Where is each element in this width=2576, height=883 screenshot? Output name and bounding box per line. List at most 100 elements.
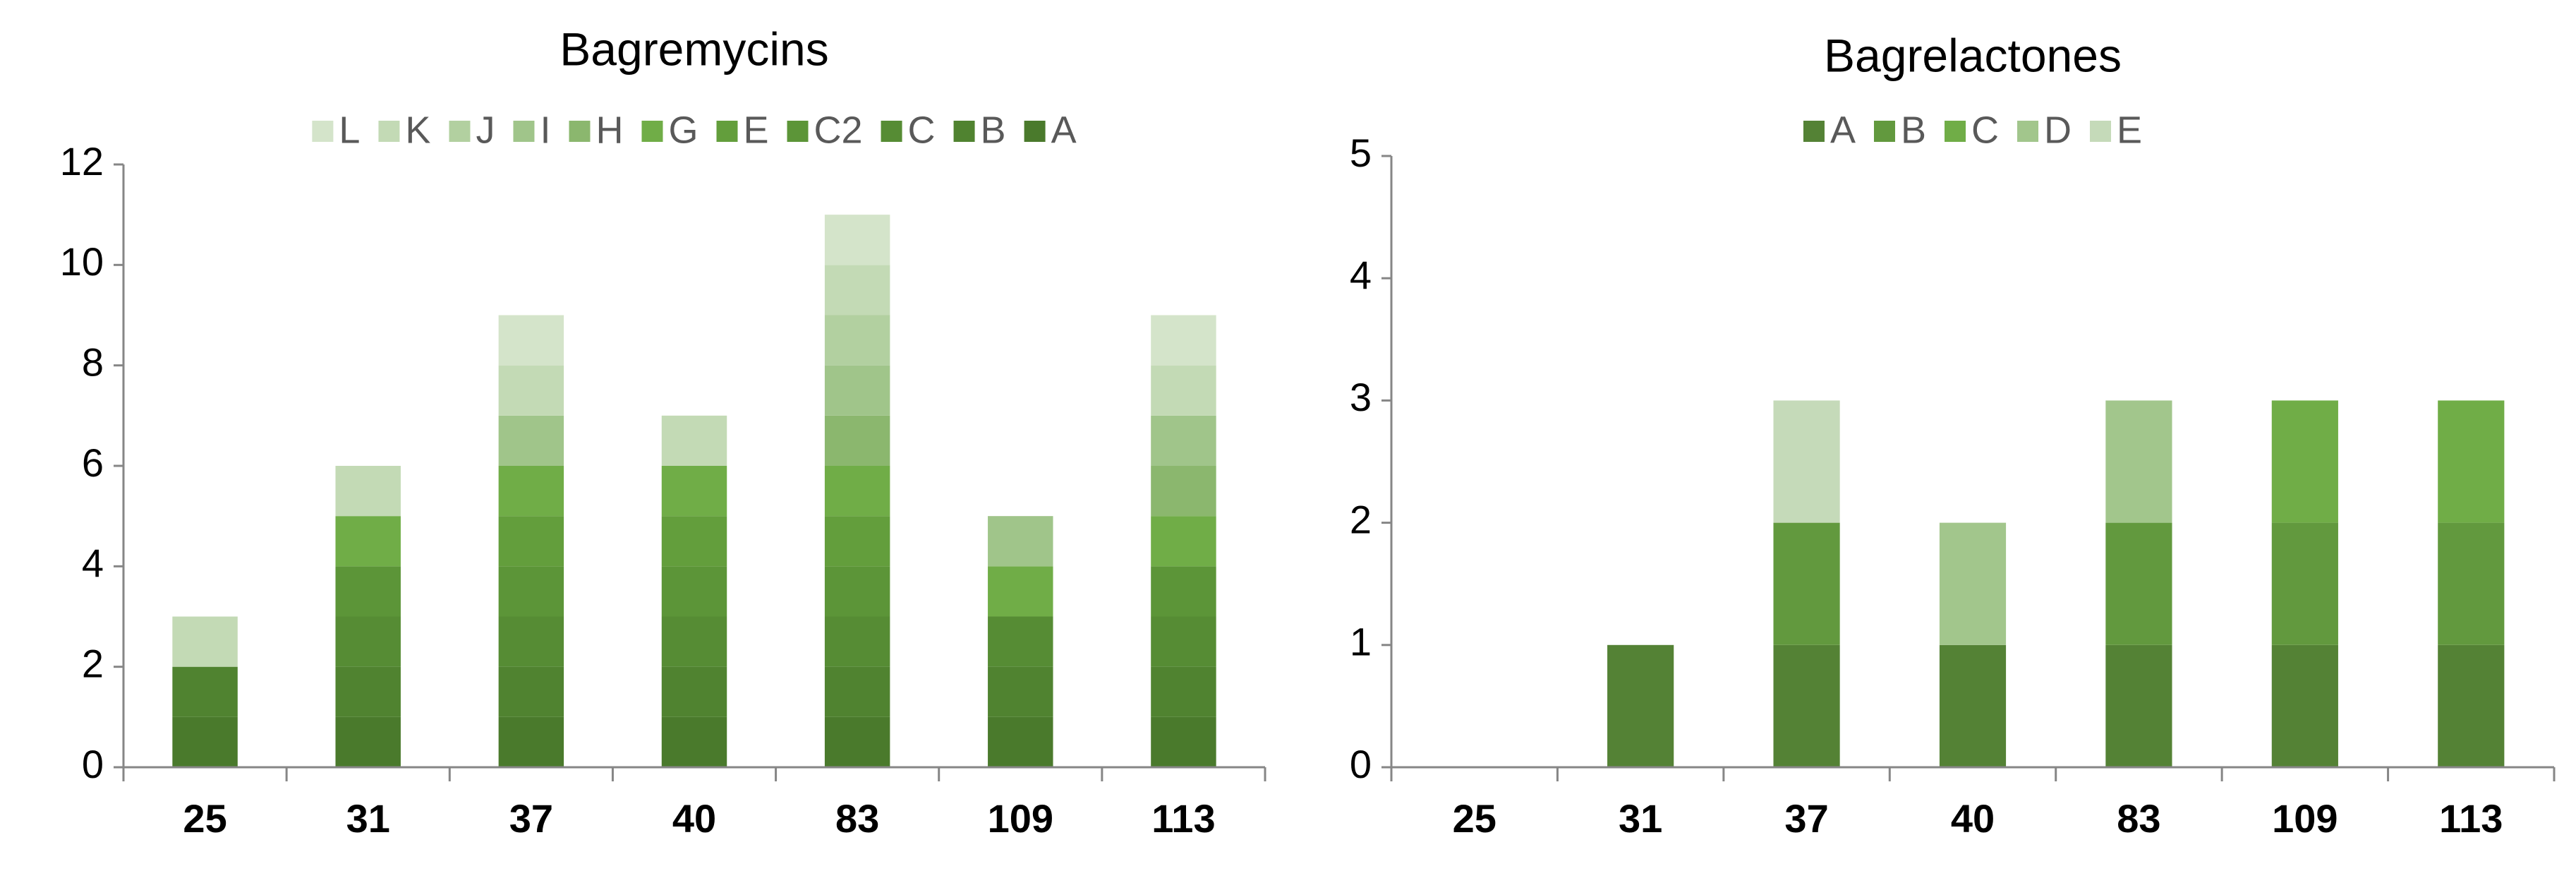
bar-segment xyxy=(1151,466,1216,517)
bar-segment xyxy=(335,716,401,767)
bar-segment xyxy=(661,466,727,517)
x-tick-label: 109 xyxy=(988,796,1053,841)
legend-label: C2 xyxy=(814,109,863,151)
legend-swatch xyxy=(716,121,738,142)
x-tick-label: 25 xyxy=(1453,796,1496,841)
legend-swatch xyxy=(1873,121,1895,142)
bar-segment xyxy=(2438,522,2505,645)
bar-segment xyxy=(498,516,564,567)
x-tick-label: 113 xyxy=(1151,796,1215,841)
bar-segment xyxy=(1151,666,1216,717)
bar-segment xyxy=(498,415,564,466)
bar-segment xyxy=(1151,716,1216,767)
bar-segment xyxy=(1151,516,1216,567)
bar-segment xyxy=(498,365,564,416)
legend-label: A xyxy=(1830,109,1856,151)
y-tick-label: 6 xyxy=(82,440,104,485)
legend-swatch xyxy=(513,121,535,142)
bar-segment xyxy=(824,265,890,316)
bar-segment xyxy=(1151,566,1216,617)
y-tick-label: 12 xyxy=(60,139,104,184)
bar-segment xyxy=(661,516,727,567)
y-tick-label: 2 xyxy=(82,641,104,685)
x-tick-label: 113 xyxy=(2439,796,2503,841)
bar-segment xyxy=(1607,644,1674,767)
bar-segment xyxy=(1773,522,1840,645)
legend-label: D xyxy=(2044,109,2072,151)
legend-swatch xyxy=(953,121,975,142)
bar-segment xyxy=(1151,365,1216,416)
bar-segment xyxy=(2105,400,2172,523)
x-tick-label: 31 xyxy=(1619,796,1662,841)
bar-segment xyxy=(498,616,564,667)
x-tick-label: 40 xyxy=(1951,796,1995,841)
bar-segment xyxy=(661,716,727,767)
legend-label: I xyxy=(540,109,550,151)
bar-segment xyxy=(824,315,890,366)
y-tick-label: 4 xyxy=(82,541,104,585)
x-tick-label: 40 xyxy=(672,796,716,841)
bar-segment xyxy=(2271,522,2338,645)
bar-segment xyxy=(335,516,401,567)
y-tick-label: 0 xyxy=(1350,742,1372,786)
legend-label: K xyxy=(405,109,430,151)
legend-label: C xyxy=(1971,109,1999,151)
legend-label: E xyxy=(743,109,768,151)
bar-segment xyxy=(172,666,238,717)
legend-swatch xyxy=(449,121,471,142)
bar-segment xyxy=(498,666,564,717)
x-tick-label: 37 xyxy=(1784,796,1828,841)
y-tick-label: 3 xyxy=(1350,375,1372,419)
x-tick-label: 83 xyxy=(835,796,879,841)
bar-segment xyxy=(824,415,890,466)
legend-swatch xyxy=(2090,121,2112,142)
bar-segment xyxy=(1151,415,1216,466)
bar-segment xyxy=(988,566,1053,617)
x-tick-label: 83 xyxy=(2117,796,2160,841)
bar-segment xyxy=(335,666,401,717)
bar-segment xyxy=(824,466,890,517)
legend-swatch xyxy=(312,121,334,142)
bar-segment xyxy=(1939,522,2007,645)
legend-label: B xyxy=(1901,109,1926,151)
bar-segment xyxy=(2438,400,2505,523)
legend-label: H xyxy=(595,109,623,151)
bar-segment xyxy=(824,616,890,667)
y-tick-label: 1 xyxy=(1350,620,1372,664)
legend-label: E xyxy=(2117,109,2142,151)
bar-segment xyxy=(824,666,890,717)
legend-swatch xyxy=(1803,121,1825,142)
y-tick-label: 4 xyxy=(1350,253,1372,297)
bar-segment xyxy=(498,566,564,617)
legend-label: L xyxy=(339,109,360,151)
bar-segment xyxy=(2438,644,2505,767)
x-tick-label: 37 xyxy=(509,796,553,841)
y-tick-label: 2 xyxy=(1350,497,1372,541)
chart-title: Bagrelactones xyxy=(1824,29,2122,81)
bar-segment xyxy=(172,716,238,767)
x-tick-label: 31 xyxy=(346,796,390,841)
bar-segment xyxy=(1773,400,1840,523)
bar-segment xyxy=(824,566,890,617)
bar-segment xyxy=(498,716,564,767)
bar-segment xyxy=(824,516,890,567)
y-tick-label: 10 xyxy=(60,239,104,284)
bar-segment xyxy=(2105,644,2172,767)
x-tick-label: 25 xyxy=(183,796,226,841)
bar-segment xyxy=(498,466,564,517)
bar-segment xyxy=(172,616,238,667)
legend-swatch xyxy=(787,121,809,142)
legend-label: C xyxy=(908,109,936,151)
legend-swatch xyxy=(641,121,663,142)
legend-label: A xyxy=(1051,109,1077,151)
bar-segment xyxy=(824,716,890,767)
bar-segment xyxy=(988,716,1053,767)
legend-label: J xyxy=(476,109,495,151)
bar-segment xyxy=(661,566,727,617)
legend-swatch xyxy=(2017,121,2039,142)
bar-segment xyxy=(988,666,1053,717)
bar-segment xyxy=(1939,644,2007,767)
y-tick-label: 8 xyxy=(82,340,104,384)
legend-swatch xyxy=(378,121,400,142)
